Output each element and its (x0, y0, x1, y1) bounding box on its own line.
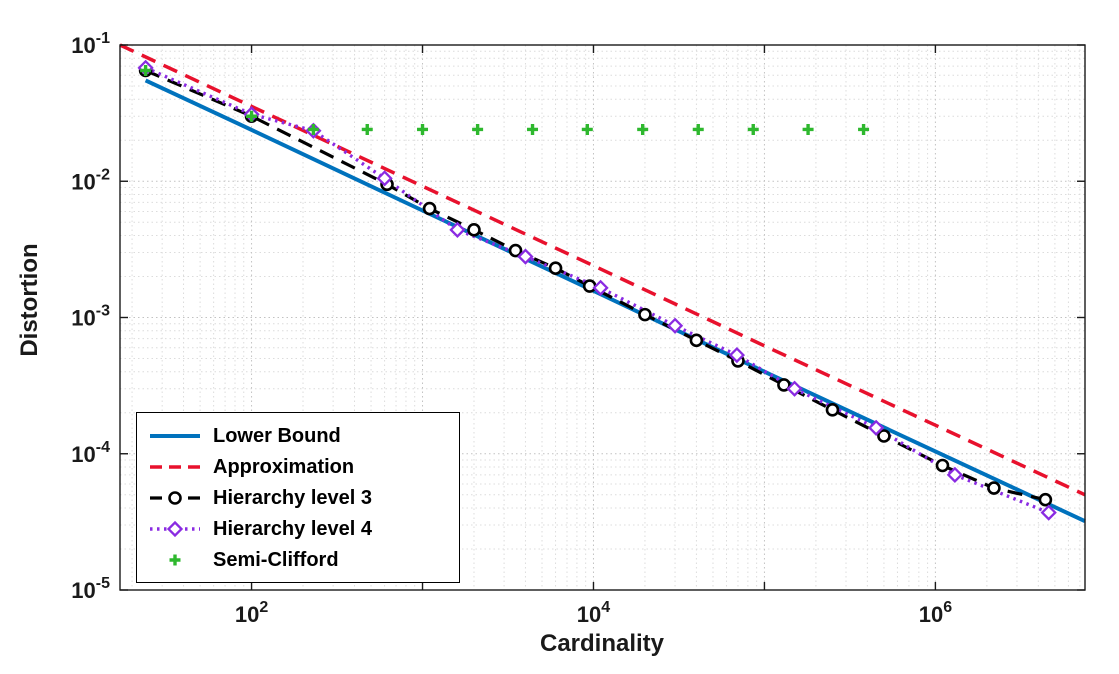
legend-label-hierarchy-level-4: Hierarchy level 4 (213, 517, 372, 540)
y-tick-label: 10-2 (71, 166, 110, 194)
legend-label-semi-clifford: Semi-Clifford (213, 548, 339, 571)
minor-gridlines (120, 45, 1085, 590)
legend-label-lower-bound: Lower Bound (213, 424, 341, 447)
legend-label-approximation: Approximation (213, 455, 355, 478)
tick-labels: 102 104 106 10-1 10-2 10-3 10-4 10-5 (71, 30, 952, 627)
y-tick-label: 10-1 (71, 30, 110, 58)
semi-clifford-markers (140, 64, 870, 135)
major-gridlines (120, 45, 1085, 590)
legend-item-hierarchy-level-3: Hierarchy level 3 (147, 482, 449, 513)
x-tick-label: 104 (577, 599, 610, 627)
legend: Lower Bound Approximation Hierarchy level … (136, 412, 460, 583)
x-tick-label: 106 (919, 599, 952, 627)
axis-ticks (120, 44, 1085, 591)
legend-item-approximation: Approximation (147, 451, 449, 482)
y-tick-label: 10-3 (71, 303, 110, 331)
legend-swatch-lower-bound (150, 433, 200, 438)
legend-item-lower-bound: Lower Bound (147, 420, 449, 451)
x-tick-label: 102 (235, 599, 268, 627)
legend-item-hierarchy-level-4: Hierarchy level 4 (147, 513, 449, 544)
legend-swatch-hierarchy-level-4-diamond-icon (150, 520, 200, 537)
legend-swatch-hierarchy-level-3-circle-icon (150, 490, 200, 505)
y-axis-label: Distortion (16, 243, 43, 357)
x-axis-label: Cardinality (539, 630, 665, 657)
legend-swatch-approximation (150, 464, 200, 469)
legend-label-hierarchy-level-3: Hierarchy level 3 (213, 486, 372, 509)
legend-item-semi-clifford: Semi-Clifford (147, 544, 449, 575)
y-tick-label: 10-5 (71, 575, 110, 603)
legend-swatch-semi-clifford-plus-icon (169, 554, 181, 565)
y-tick-label: 10-4 (71, 439, 110, 467)
